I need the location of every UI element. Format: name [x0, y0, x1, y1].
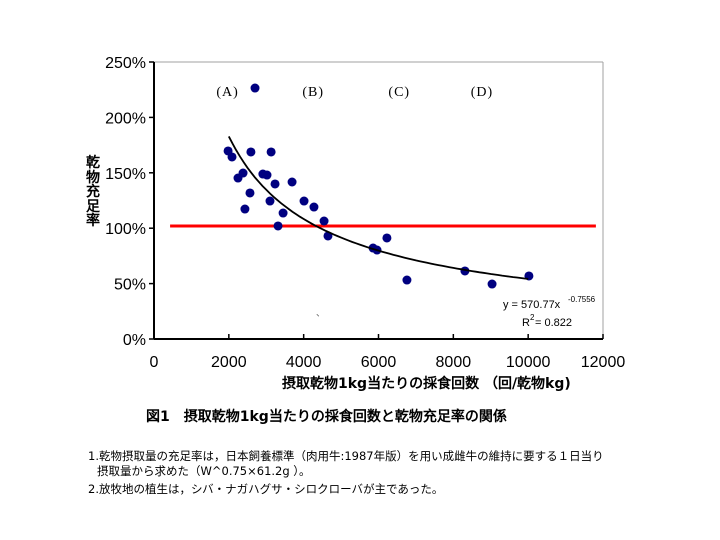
plot-frame [153, 61, 604, 340]
x-tick-label: 0 [150, 354, 159, 371]
y-axis-title-char: 乾 [86, 155, 100, 171]
region-label: (B) [302, 85, 324, 100]
trendline-group [228, 135, 529, 280]
x-tick-label: 8000 [436, 354, 472, 371]
x-axis-title: 摂取乾物1kg当たりの採食回数 （回/乾物kg) [282, 376, 571, 392]
trendline-equation: y = 570.77x [503, 299, 561, 311]
region-label: (C) [388, 85, 410, 100]
region-label: (A) [216, 85, 238, 100]
equation-group: y = 570.77x -0.7556 R 2 = 0.822 、 [316, 295, 596, 329]
data-point [250, 83, 260, 93]
x-tick-label: 6000 [361, 354, 397, 371]
y-axis-title-char: 足 [86, 198, 100, 215]
trendline [228, 135, 529, 280]
data-point [238, 168, 248, 178]
data-points [223, 83, 534, 289]
data-point [245, 188, 255, 198]
data-point [319, 216, 329, 226]
region-labels: (A) (B) (C) (D) [216, 85, 493, 100]
x-tick-label: 10000 [506, 354, 551, 371]
y-tick-label: 200% [105, 110, 146, 127]
data-point [299, 196, 309, 206]
y-tick-label: 50% [114, 277, 146, 294]
x-axis: 0 2000 4000 6000 8000 10000 12000 [150, 334, 626, 371]
y-axis-title-char: 充 [86, 184, 100, 200]
data-point [402, 275, 412, 285]
footnote-2: 2.放牧地の植生は，シバ・ナガハグサ・シロクローバが主であった。 [88, 482, 444, 496]
footnote-1-continuation: 摂取量から求めた（W^0.75×61.2g ）。 [97, 464, 311, 478]
stray-mark: 、 [316, 308, 325, 318]
y-axis-title: 乾 物 充 足 率 [86, 156, 104, 229]
data-point [278, 208, 288, 218]
chart-svg: 0% 50% 100% 150% 200% 250% 0 2000 4000 6000 8000 1… [105, 55, 626, 371]
footnote-1: 1.乾物摂取量の充足率は，日本飼養標準（肉用牛:1987年版）を用い成雌牛の維持… [88, 449, 604, 463]
data-point [262, 170, 272, 180]
y-tick-label: 0% [123, 332, 146, 349]
data-point [265, 196, 275, 206]
data-point [240, 204, 250, 214]
data-point [266, 147, 276, 157]
data-point [487, 279, 497, 289]
data-point [382, 233, 392, 243]
y-axis-title-char: 率 [86, 213, 100, 229]
r-squared-label: R [522, 317, 530, 329]
data-point [270, 179, 280, 189]
data-point [227, 152, 237, 162]
y-tick-label: 150% [105, 166, 146, 183]
data-point [309, 202, 319, 212]
trendline-exponent: -0.7556 [568, 295, 596, 304]
data-point [246, 147, 256, 157]
region-label: (D) [471, 85, 493, 100]
data-point [287, 177, 297, 187]
r-squared-sup: 2 [530, 313, 535, 322]
y-tick-label: 250% [105, 55, 146, 72]
x-tick-label: 12000 [581, 354, 626, 371]
y-tick-label: 100% [105, 221, 146, 238]
x-tick-label: 4000 [286, 354, 322, 371]
figure-caption: 図1 摂取乾物1kg当たりの採食回数と乾物充足率の関係 [146, 409, 507, 425]
y-axis: 0% 50% 100% 150% 200% 250% [105, 55, 154, 349]
x-tick-label: 2000 [211, 354, 247, 371]
data-point [273, 221, 283, 231]
y-axis-title-char: 物 [86, 169, 100, 186]
r-squared-value: = 0.822 [535, 317, 572, 329]
